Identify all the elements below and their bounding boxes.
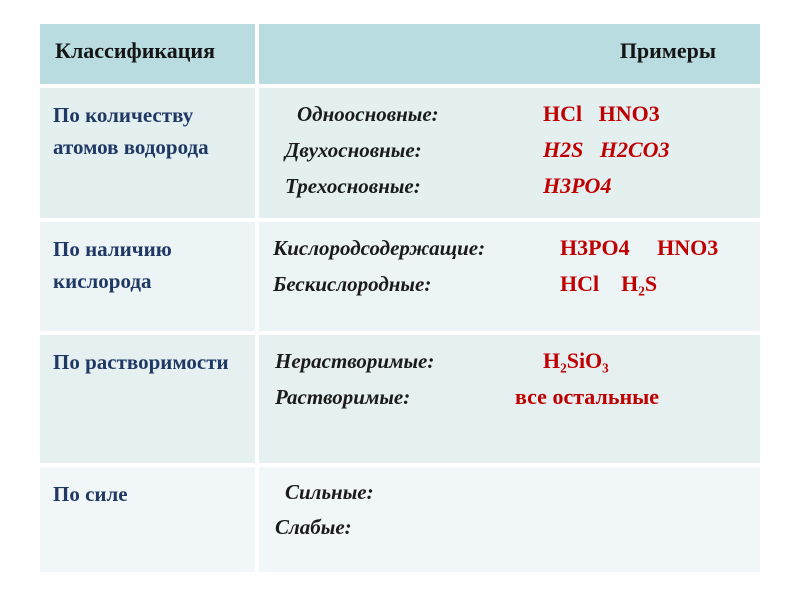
example-label: Одноосновные: — [297, 102, 439, 126]
example-line: Нерастворимые: H₂SiO₃ — [259, 343, 760, 379]
header-classification-label: Классификация — [55, 38, 215, 63]
category-solubility: По растворимости — [40, 335, 255, 463]
example-line: Слабые: — [259, 510, 760, 545]
classification-table: Классификация Примеры По количеству атом… — [40, 24, 760, 572]
example-label: Нерастворимые: — [275, 349, 435, 373]
example-label: Сильные: — [285, 480, 374, 504]
example-formulas: H2S H2CO3 — [543, 137, 670, 162]
category-strength: По силе — [40, 467, 255, 572]
example-label: Двухосновные: — [285, 138, 422, 162]
examples-strength: Сильные: Слабые: — [259, 467, 760, 572]
example-line: Сильные: — [259, 475, 760, 510]
example-label: Кислородсодержащие: — [273, 236, 486, 260]
examples-oxygen-presence: Кислородсодержащие: H3PO4 HNO3 Бескислор… — [259, 222, 760, 331]
example-label: Слабые: — [275, 515, 352, 539]
example-formulas: H3PO4 HNO3 — [560, 235, 719, 260]
category-hydrogen-atoms: По количеству атомов водорода — [40, 88, 255, 218]
example-formulas: HCl HNO3 — [543, 101, 660, 126]
example-label: Растворимые: — [275, 385, 411, 409]
example-label: Трехосновные: — [285, 174, 421, 198]
example-line: Одноосновные: HCl HNO3 — [259, 96, 760, 132]
examples-hydrogen-atoms: Одноосновные: HCl HNO3 Двухосновные: H2S… — [259, 88, 760, 218]
header-examples: Примеры — [259, 24, 760, 84]
examples-solubility: Нерастворимые: H₂SiO₃ Растворимые: все о… — [259, 335, 760, 463]
example-line: Двухосновные: H2S H2CO3 — [259, 132, 760, 168]
example-line: Бескислородные: HCl H₂S — [259, 266, 760, 302]
category-oxygen-presence: По наличию кислорода — [40, 222, 255, 331]
example-formulas: все остальные — [515, 384, 660, 409]
example-line: Растворимые: все остальные — [259, 379, 760, 415]
example-line: Трехосновные: H3PO4 — [259, 168, 760, 204]
example-formulas: HCl H₂S — [560, 271, 658, 296]
example-formulas: H3PO4 — [543, 173, 612, 198]
example-line: Кислородсодержащие: H3PO4 HNO3 — [259, 230, 760, 266]
example-label: Бескислородные: — [273, 272, 432, 296]
example-formulas: H₂SiO₃ — [543, 348, 609, 373]
header-examples-label: Примеры — [619, 38, 716, 63]
header-classification: Классификация — [40, 24, 255, 84]
